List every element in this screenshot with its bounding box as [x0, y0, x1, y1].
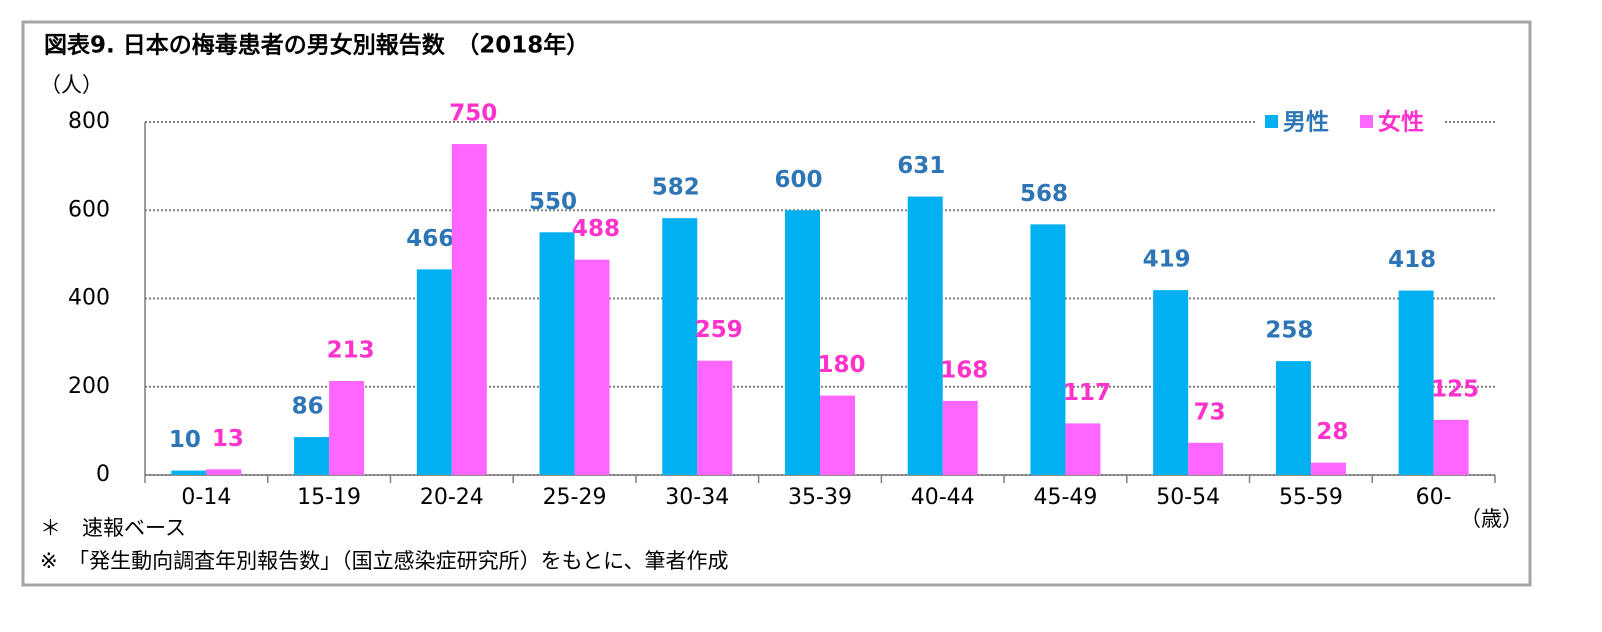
bar [1030, 224, 1066, 475]
y-tick-label: 800 [68, 109, 110, 134]
bar [1398, 290, 1434, 475]
x-tick-label: 60- [1416, 485, 1452, 510]
bar [1065, 423, 1101, 475]
bar [1433, 419, 1469, 475]
x-tick-label: 35-39 [788, 485, 852, 510]
x-tick-label: 45-49 [1033, 485, 1097, 510]
note: ＊ 速報ベース [40, 516, 186, 540]
x-tick-label: 40-44 [911, 485, 975, 510]
bar [1275, 361, 1311, 475]
value-label: 466 [406, 226, 454, 252]
value-label: 180 [817, 352, 865, 378]
x-axis-label: （歳） [1460, 507, 1523, 531]
value-label: 117 [1063, 380, 1111, 406]
value-label: 488 [572, 216, 620, 242]
value-label: 550 [529, 189, 577, 215]
chart-title: 図表9. 日本の梅毒患者の男女別報告数 （2018年） [44, 32, 589, 59]
value-label: 419 [1143, 247, 1191, 273]
bar [1153, 290, 1189, 475]
legend-label: 女性 [1378, 109, 1424, 136]
x-tick-label: 50-54 [1156, 485, 1220, 510]
value-label: 86 [292, 394, 324, 420]
bar [539, 232, 575, 475]
value-label: 213 [327, 338, 375, 364]
y-tick-label: 200 [68, 374, 110, 399]
bar [574, 259, 610, 475]
bar [206, 469, 242, 475]
legend-label: 男性 [1283, 110, 1329, 136]
bar [416, 269, 452, 475]
bar [171, 470, 207, 475]
note: ※ 「発生動向調査年別報告数」（国立感染症研究所）をもとに、筆者作成 [40, 549, 729, 573]
value-label: 28 [1316, 419, 1348, 445]
x-tick-label: 0-14 [181, 485, 231, 510]
y-tick-label: 0 [96, 462, 110, 487]
value-label: 750 [449, 101, 497, 127]
bar [785, 210, 820, 475]
value-label: 125 [1431, 376, 1479, 402]
value-label: 631 [897, 153, 945, 179]
value-label: 10 [169, 427, 201, 453]
value-label: 168 [940, 357, 988, 383]
bar [1310, 462, 1346, 475]
bar [451, 144, 487, 475]
bar [820, 395, 855, 475]
value-label: 582 [652, 175, 700, 201]
x-tick-label: 20-24 [420, 485, 484, 510]
legend-swatch [1360, 115, 1373, 128]
bar [329, 381, 365, 475]
y-tick-label: 400 [68, 286, 110, 311]
value-label: 418 [1388, 247, 1436, 273]
bar [662, 218, 698, 475]
value-label: 568 [1020, 181, 1068, 207]
value-label: 13 [212, 426, 244, 452]
y-axis-label: （人） [40, 73, 103, 97]
x-tick-label: 15-19 [297, 485, 361, 510]
bar [907, 196, 943, 476]
bar [1188, 442, 1224, 475]
x-tick-label: 30-34 [665, 485, 729, 510]
legend-swatch [1265, 115, 1278, 128]
value-label: 600 [774, 167, 822, 193]
value-label: 259 [695, 317, 743, 343]
bar [697, 360, 733, 475]
bar [294, 437, 330, 475]
x-tick-label: 55-59 [1279, 485, 1343, 510]
value-label: 258 [1265, 318, 1313, 344]
legend-bg [1255, 108, 1445, 138]
y-tick-label: 600 [68, 197, 110, 222]
value-label: 73 [1194, 399, 1226, 425]
bar [942, 400, 978, 475]
x-tick-label: 25-29 [543, 485, 607, 510]
